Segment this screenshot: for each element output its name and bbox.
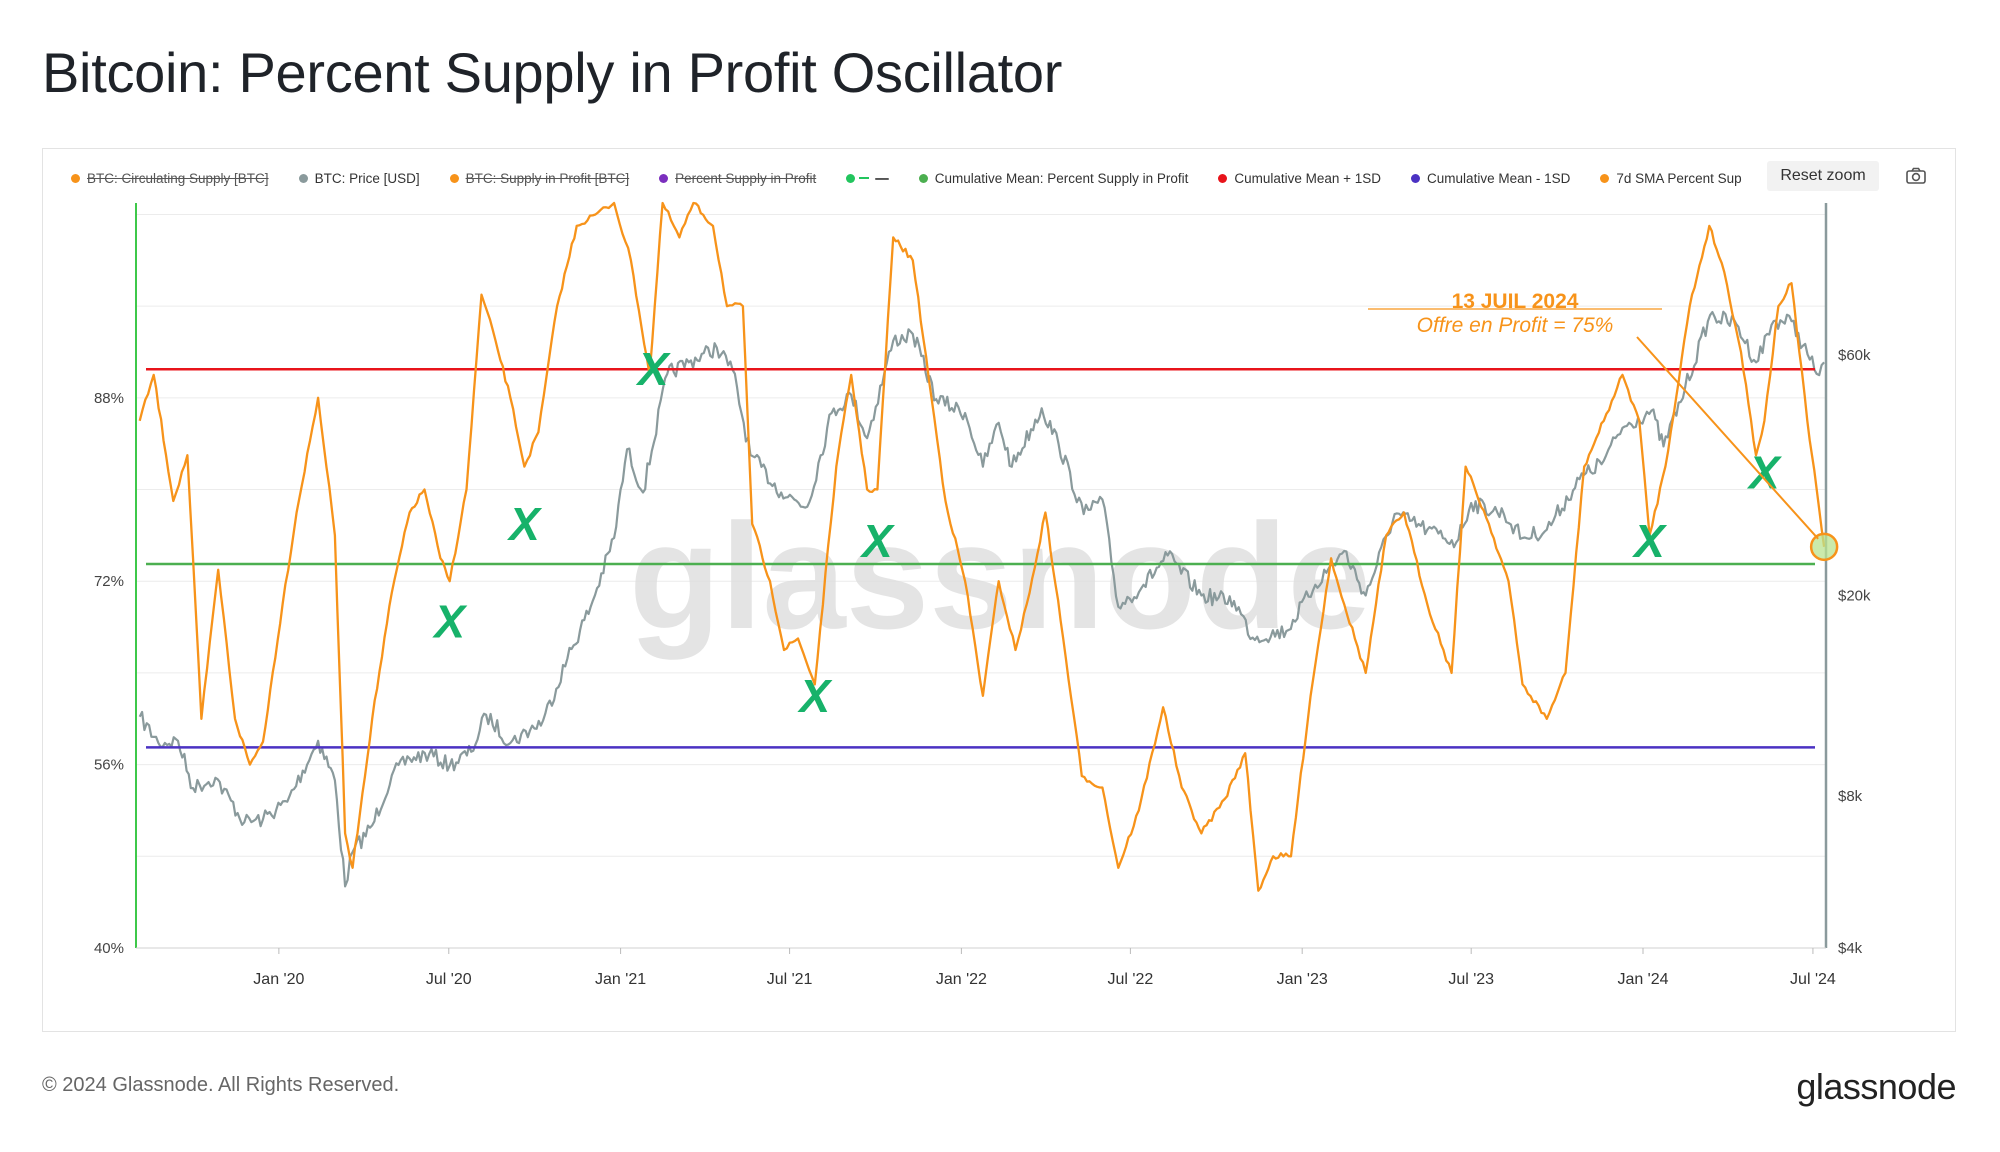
legend-dot-icon (71, 173, 80, 183)
footer-copyright: © 2024 Glassnode. All Rights Reserved. (42, 1074, 400, 1096)
legend-item[interactable]: BTC: Supply in Profit [BTC] (449, 170, 630, 186)
right-axis-tick-label: $60k (1838, 347, 1871, 364)
reset-zoom-button[interactable]: Reset zoom (1767, 161, 1879, 191)
chart-legend: BTC: Circulating Supply [BTC] BTC: Price … (71, 163, 1791, 193)
highlight-circle (1809, 532, 1839, 562)
legend-dash-icon (859, 177, 870, 179)
page-title: Bitcoin: Percent Supply in Profit Oscill… (42, 41, 1063, 104)
x-axis-tick-label: Jul '24 (1790, 971, 1836, 988)
legend-item[interactable]: — (846, 171, 889, 186)
x-axis-tick-label: Jan '22 (936, 971, 987, 988)
x-marker: X (506, 498, 542, 550)
x-marker: X (859, 515, 895, 567)
legend-label: Cumulative Mean: Percent Supply in Profi… (934, 170, 1189, 186)
legend-dot-icon (1600, 173, 1610, 183)
annotation-text: Offre en Profit = 75% (1417, 314, 1614, 337)
legend-label: BTC: Supply in Profit [BTC] (465, 170, 630, 186)
right-axis-tick-label: $4k (1838, 940, 1863, 957)
annotation-arrow-line (1636, 336, 1819, 540)
legend-dot-icon (846, 173, 856, 183)
left-axis-tick-label: 72% (94, 573, 124, 590)
legend-item[interactable]: Cumulative Mean: Percent Supply in Profi… (918, 170, 1189, 186)
legend-item[interactable]: Cumulative Mean - 1SD (1411, 171, 1570, 186)
legend-label: BTC: Circulating Supply [BTC] (87, 170, 269, 186)
legend-dot-icon (449, 173, 459, 183)
legend-item[interactable]: BTC: Price [USD] (298, 170, 420, 186)
glassnode-logo: glassnode (1796, 1066, 1956, 1107)
x-axis-tick-label: Jan '21 (595, 971, 646, 988)
legend-dot-icon (1411, 173, 1421, 183)
right-axis-tick-label: $8k (1838, 788, 1863, 805)
annotation-date: 13 JUIL 2024 (1452, 290, 1579, 313)
x-marker: X (431, 595, 467, 647)
legend-item[interactable]: 7d SMA Percent Sup (1600, 170, 1742, 186)
legend-dot-icon (659, 173, 669, 183)
legend-dot-icon (298, 173, 308, 183)
price-series-line (138, 310, 1825, 888)
legend-label: 7d SMA Percent Sup (1616, 170, 1742, 186)
watermark: glassnode (629, 492, 1371, 660)
x-marker: X (635, 343, 671, 395)
x-axis-tick-label: Jan '23 (1277, 971, 1328, 988)
legend-item[interactable]: Cumulative Mean + 1SD (1218, 171, 1381, 186)
x-marker: X (1631, 515, 1667, 567)
sma-series-line (138, 201, 1826, 892)
legend-item[interactable]: BTC: Circulating Supply [BTC] (71, 171, 269, 186)
left-axis-tick-label: 56% (94, 757, 124, 774)
legend-item[interactable]: Percent Supply in Profit (659, 171, 816, 186)
legend-label: Cumulative Mean - 1SD (1427, 170, 1571, 186)
left-axis-tick-label: 40% (94, 940, 124, 957)
left-axis-tick-label: 88% (94, 390, 124, 407)
legend-dot-icon (918, 173, 928, 183)
x-axis-tick-label: Jul '20 (426, 971, 472, 988)
legend-label: Percent Supply in Profit (675, 170, 817, 186)
x-axis-tick-label: Jul '22 (1108, 971, 1154, 988)
x-axis-tick-label: Jul '23 (1448, 971, 1494, 988)
right-axis-tick-label: $20k (1838, 587, 1871, 604)
legend-label: BTC: Price [USD] (314, 170, 420, 186)
x-axis-tick-label: Jan '24 (1617, 971, 1668, 988)
legend-dot-icon (1218, 173, 1228, 183)
x-axis-tick-label: Jan '20 (253, 971, 304, 988)
legend-label: Cumulative Mean + 1SD (1234, 170, 1382, 186)
camera-icon[interactable] (1905, 165, 1927, 187)
legend-label: — (875, 170, 889, 186)
x-marker: X (1746, 446, 1782, 498)
chart-panel: BTC: Circulating Supply [BTC] BTC: Price … (42, 148, 1956, 1032)
x-marker: X (796, 670, 832, 722)
x-axis-tick-label: Jul '21 (767, 971, 813, 988)
